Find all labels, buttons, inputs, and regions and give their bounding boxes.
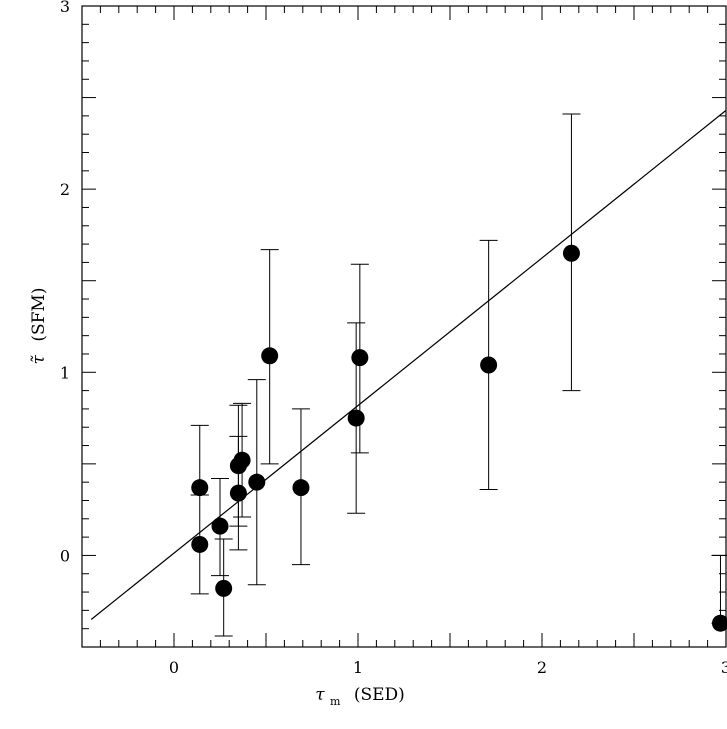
x-tick-label: 3 [721, 658, 727, 677]
y-axis-label: τ̃ (SFM) [29, 288, 49, 365]
x-tick-label: 0 [169, 658, 179, 677]
x-axis-symbol: τ [315, 685, 325, 705]
data-point [248, 473, 266, 491]
y-tick-label: 2 [60, 180, 70, 199]
data-point [233, 451, 251, 469]
data-point [562, 244, 580, 262]
x-axis-label: τ m (SED) [315, 685, 405, 710]
data-point [215, 579, 233, 597]
y-axis-symbol: τ̃ [29, 354, 49, 364]
data-point [480, 356, 498, 374]
fit-line [90, 109, 727, 620]
data-point [211, 517, 229, 535]
data-point [229, 484, 247, 502]
data-point [292, 479, 310, 497]
plot-frame [81, 5, 727, 648]
x-axis-subscript: m [330, 695, 341, 708]
x-tick-label: 1 [353, 658, 363, 677]
data-point [351, 349, 369, 367]
data-points [191, 244, 727, 632]
data-point [191, 535, 209, 553]
y-tick-label: 0 [60, 546, 70, 565]
y-axis-text: (SFM) [29, 288, 49, 342]
x-tick-label: 2 [537, 658, 547, 677]
x-axis-text: (SED) [354, 685, 405, 705]
fit-line-group [90, 109, 727, 620]
data-point [191, 479, 209, 497]
tick-labels: 0 1 2 3 0 1 2 3 [60, 0, 727, 677]
y-tick-label: 3 [60, 0, 70, 16]
axis-ticks [81, 5, 727, 648]
data-point [711, 614, 727, 632]
data-point [347, 409, 365, 427]
data-point [261, 347, 279, 365]
error-bars [190, 113, 727, 637]
y-tick-label: 1 [60, 363, 70, 382]
